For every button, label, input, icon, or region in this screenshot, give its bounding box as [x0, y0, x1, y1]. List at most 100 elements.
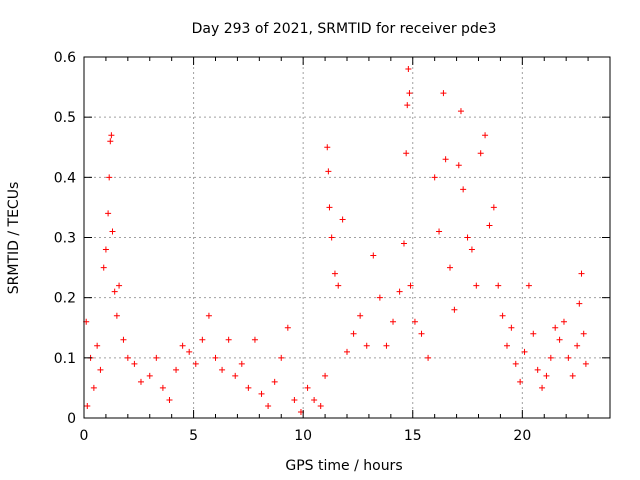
- data-point-plus-marker: [431, 174, 438, 181]
- data-point-plus-marker: [376, 294, 383, 301]
- data-point-plus-marker: [539, 384, 546, 391]
- data-point-plus-marker: [400, 240, 407, 247]
- data-point-plus-marker: [455, 162, 462, 169]
- data-point-plus-marker: [530, 330, 537, 337]
- plot-frame: [83, 56, 611, 419]
- data-point-plus-marker: [108, 132, 115, 139]
- data-point-plus-marker: [124, 354, 131, 361]
- data-point-plus-marker: [383, 342, 390, 349]
- data-point-plus-marker: [219, 366, 226, 373]
- data-point-plus-marker: [153, 354, 160, 361]
- data-point-plus-marker: [258, 390, 265, 397]
- data-point-plus-marker: [406, 90, 413, 97]
- data-point-plus-marker: [339, 216, 346, 223]
- x-tick-label: 0: [80, 428, 89, 444]
- data-point-plus-marker: [328, 234, 335, 241]
- data-point-plus-marker: [565, 354, 572, 361]
- data-point-plus-marker: [490, 204, 497, 211]
- data-point-plus-marker: [404, 102, 411, 109]
- y-tick-label: 0.4: [54, 170, 76, 186]
- data-point-plus-marker: [159, 384, 166, 391]
- data-point-plus-marker: [580, 330, 587, 337]
- data-point-plus-marker: [574, 342, 581, 349]
- data-point-plus-marker: [460, 186, 467, 193]
- data-points: [83, 66, 589, 415]
- data-point-plus-marker: [405, 66, 412, 73]
- data-point-plus-marker: [447, 264, 454, 271]
- data-point-plus-marker: [102, 246, 109, 253]
- data-point-plus-marker: [90, 384, 97, 391]
- x-axis-label: GPS time / hours: [285, 458, 402, 474]
- data-point-plus-marker: [116, 282, 123, 289]
- data-point-plus-marker: [137, 378, 144, 385]
- data-point-plus-marker: [271, 378, 278, 385]
- grid-lines: [84, 57, 610, 418]
- axis-ticks: 0 0.1 0.2 0.3 0.4 0.5 0.6 0 5 10 15 20: [54, 50, 610, 444]
- x-tick-label: 10: [294, 428, 312, 444]
- data-point-plus-marker: [120, 336, 127, 343]
- data-point-plus-marker: [457, 108, 464, 115]
- data-point-plus-marker: [543, 372, 550, 379]
- data-point-plus-marker: [503, 342, 510, 349]
- data-point-plus-marker: [131, 360, 138, 367]
- data-point-plus-marker: [495, 282, 502, 289]
- data-point-plus-marker: [560, 318, 567, 325]
- y-tick-label: 0: [67, 411, 76, 427]
- y-tick-label: 0.2: [54, 291, 76, 307]
- data-point-plus-marker: [278, 354, 285, 361]
- data-point-plus-marker: [205, 312, 212, 319]
- data-point-plus-marker: [473, 282, 480, 289]
- y-tick-label: 0.3: [54, 231, 76, 247]
- data-point-plus-marker: [534, 366, 541, 373]
- data-point-plus-marker: [363, 342, 370, 349]
- data-point-plus-marker: [556, 336, 563, 343]
- data-point-plus-marker: [512, 360, 519, 367]
- data-point-plus-marker: [440, 90, 447, 97]
- y-tick-label: 0.5: [54, 110, 76, 126]
- data-point-plus-marker: [411, 318, 418, 325]
- data-point-plus-marker: [192, 360, 199, 367]
- data-point-plus-marker: [199, 336, 206, 343]
- data-point-plus-marker: [179, 342, 186, 349]
- data-point-plus-marker: [324, 144, 331, 151]
- data-point-plus-marker: [335, 282, 342, 289]
- data-point-plus-marker: [322, 372, 329, 379]
- y-tick-label: 0.1: [54, 351, 76, 367]
- data-point-plus-marker: [464, 234, 471, 241]
- data-point-plus-marker: [517, 378, 524, 385]
- data-point-plus-marker: [468, 246, 475, 253]
- data-point-plus-marker: [436, 228, 443, 235]
- data-point-plus-marker: [100, 264, 107, 271]
- data-point-plus-marker: [451, 306, 458, 313]
- data-point-plus-marker: [325, 168, 332, 175]
- data-point-plus-marker: [291, 396, 298, 403]
- data-point-plus-marker: [569, 372, 576, 379]
- data-point-plus-marker: [326, 204, 333, 211]
- data-point-plus-marker: [582, 360, 589, 367]
- data-point-plus-marker: [390, 318, 397, 325]
- data-point-plus-marker: [173, 366, 180, 373]
- data-point-plus-marker: [109, 228, 116, 235]
- data-point-plus-marker: [311, 396, 318, 403]
- y-axis-label: SRMTID / TECUs: [6, 182, 22, 295]
- data-point-plus-marker: [521, 348, 528, 355]
- data-point-plus-marker: [106, 174, 113, 181]
- chart-title: Day 293 of 2021, SRMTID for receiver pde…: [192, 21, 497, 37]
- data-point-plus-marker: [477, 150, 484, 157]
- data-point-plus-marker: [344, 348, 350, 355]
- data-point-plus-marker: [547, 354, 554, 361]
- data-point-plus-marker: [212, 354, 219, 361]
- data-point-plus-marker: [94, 342, 101, 349]
- data-point-plus-marker: [113, 312, 120, 319]
- data-point-plus-marker: [482, 132, 489, 139]
- data-point-plus-marker: [284, 324, 291, 331]
- data-point-plus-marker: [403, 150, 410, 157]
- data-point-plus-marker: [186, 348, 193, 355]
- data-point-plus-marker: [251, 336, 258, 343]
- data-point-plus-marker: [238, 360, 245, 367]
- data-point-plus-marker: [350, 330, 357, 337]
- data-point-plus-marker: [245, 384, 252, 391]
- data-point-plus-marker: [407, 282, 414, 289]
- data-point-plus-marker: [499, 312, 506, 319]
